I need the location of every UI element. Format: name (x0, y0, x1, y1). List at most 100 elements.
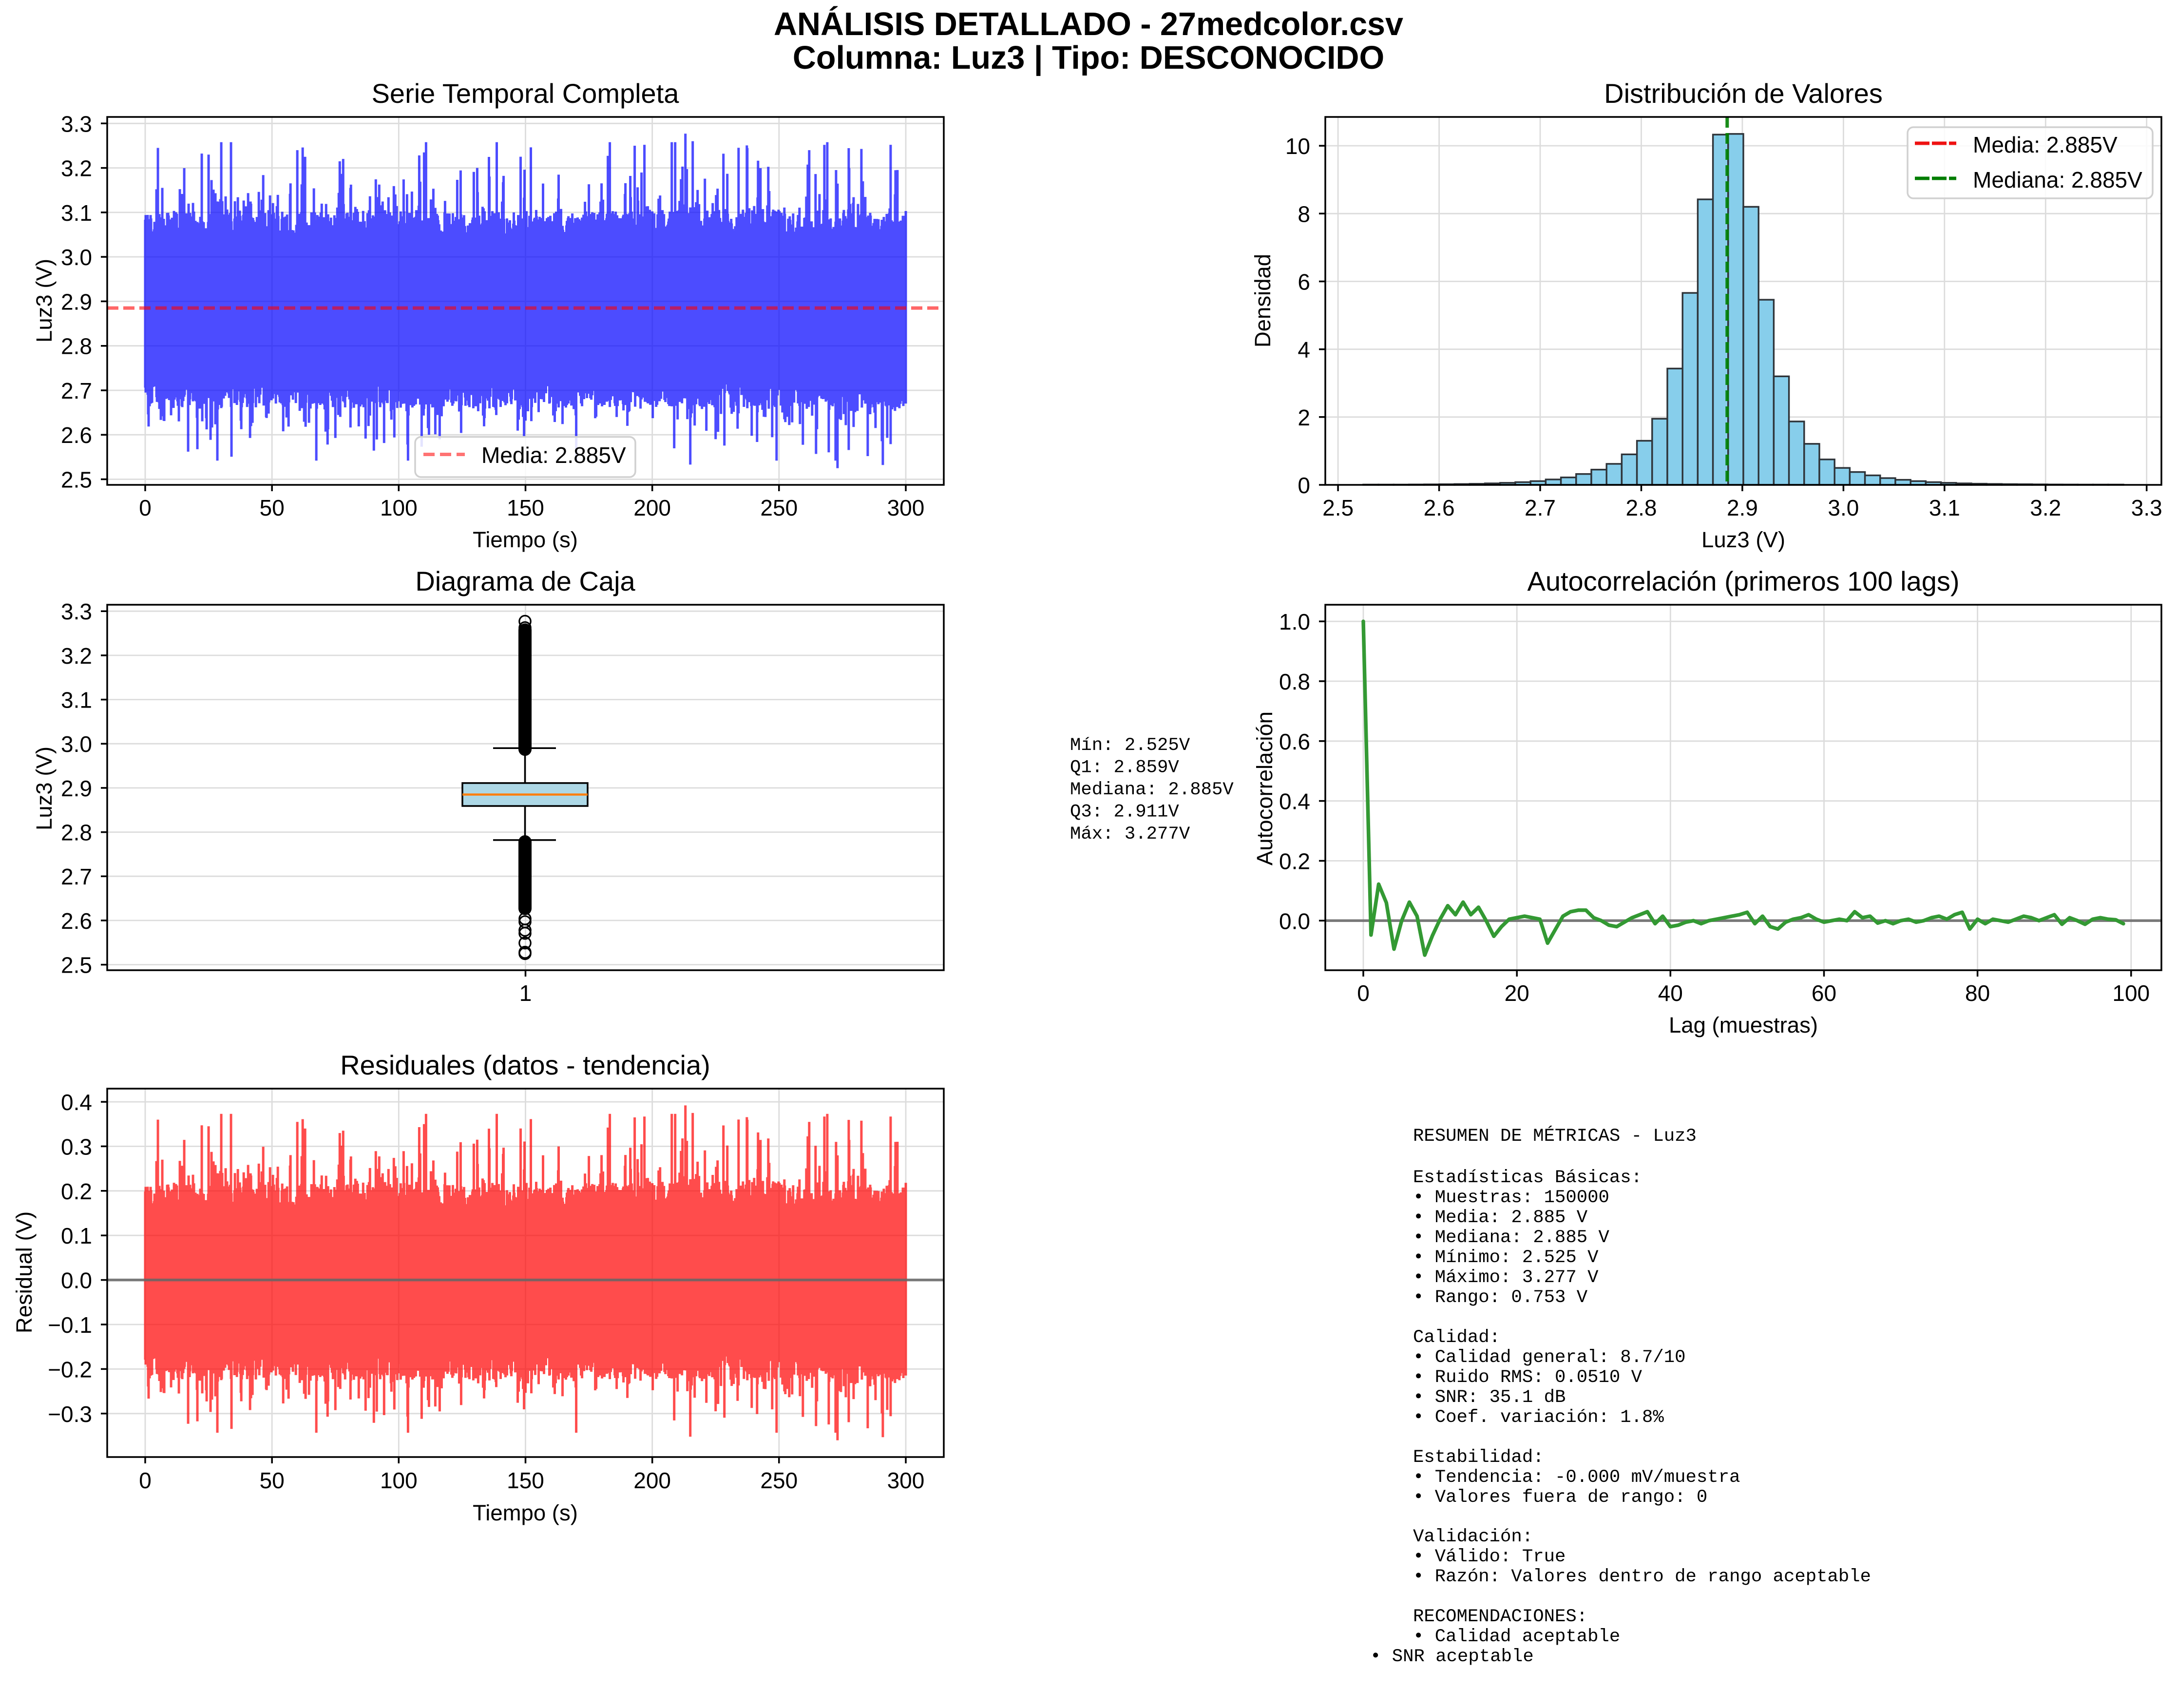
svg-text:2.7: 2.7 (61, 378, 92, 403)
svg-text:Mediana: 2.885V: Mediana: 2.885V (1973, 167, 2142, 192)
svg-text:Tiempo (s): Tiempo (s) (473, 527, 578, 552)
svg-text:Estabilidad:: Estabilidad: (1413, 1447, 1544, 1468)
svg-text:Máx: 3.277V: Máx: 3.277V (1070, 824, 1190, 844)
svg-text:RECOMENDACIONES:: RECOMENDACIONES: (1413, 1607, 1587, 1627)
svg-text:• Mínimo: 2.525 V: • Mínimo: 2.525 V (1413, 1247, 1599, 1268)
svg-text:250: 250 (760, 1468, 798, 1493)
svg-text:0.3: 0.3 (61, 1134, 92, 1159)
svg-text:• Mediana: 2.885 V: • Mediana: 2.885 V (1413, 1228, 1609, 1248)
svg-text:100: 100 (380, 1468, 418, 1493)
svg-text:Calidad:: Calidad: (1413, 1327, 1500, 1348)
svg-text:2.5: 2.5 (61, 467, 92, 492)
svg-text:0: 0 (139, 1468, 152, 1493)
svg-text:Residual (V): Residual (V) (12, 1211, 37, 1333)
svg-text:1.0: 1.0 (1279, 609, 1310, 634)
svg-text:Q3: 2.911V: Q3: 2.911V (1070, 802, 1179, 823)
svg-text:• Media: 2.885 V: • Media: 2.885 V (1413, 1208, 1588, 1228)
svg-text:3.2: 3.2 (2030, 495, 2061, 520)
svg-text:Serie Temporal Completa: Serie Temporal Completa (372, 78, 680, 109)
svg-text:• Ruido RMS: 0.0510 V: • Ruido RMS: 0.0510 V (1413, 1367, 1642, 1388)
svg-text:200: 200 (633, 1468, 671, 1493)
svg-text:150: 150 (507, 1468, 544, 1493)
svg-text:60: 60 (1812, 980, 1836, 1006)
svg-text:0.6: 0.6 (1279, 729, 1310, 754)
svg-text:100: 100 (380, 495, 418, 520)
svg-text:0.0: 0.0 (1279, 908, 1310, 934)
svg-text:2.6: 2.6 (1424, 495, 1455, 520)
svg-text:• SNR aceptable: • SNR aceptable (1370, 1647, 1534, 1667)
svg-text:Validación:: Validación: (1413, 1527, 1533, 1547)
svg-text:• SNR: 35.1 dB: • SNR: 35.1 dB (1413, 1387, 1566, 1408)
svg-text:−0.2: −0.2 (48, 1357, 92, 1382)
svg-text:3.2: 3.2 (61, 156, 92, 181)
svg-text:3.0: 3.0 (61, 731, 92, 757)
svg-text:ANÁLISIS DETALLADO - 27medcolo: ANÁLISIS DETALLADO - 27medcolor.csv (774, 6, 1403, 42)
svg-text:300: 300 (887, 1468, 925, 1493)
svg-text:Autocorrelación (primeros 100: Autocorrelación (primeros 100 lags) (1527, 566, 1959, 596)
svg-text:0: 0 (1298, 473, 1310, 498)
svg-text:Columna: Luz3 | Tipo: DESCONOC: Columna: Luz3 | Tipo: DESCONOCIDO (793, 40, 1384, 77)
svg-text:3.2: 3.2 (61, 643, 92, 669)
svg-text:• Válido: True: • Válido: True (1413, 1547, 1566, 1567)
svg-text:1: 1 (519, 980, 532, 1006)
svg-text:4: 4 (1298, 337, 1310, 363)
svg-text:2.9: 2.9 (61, 289, 92, 314)
svg-text:Distribución de Valores: Distribución de Valores (1604, 78, 1883, 109)
svg-text:0.4: 0.4 (61, 1090, 92, 1115)
svg-text:2.6: 2.6 (61, 422, 92, 448)
svg-text:Densidad: Densidad (1250, 254, 1275, 347)
svg-text:3.0: 3.0 (61, 245, 92, 270)
svg-text:2.6: 2.6 (61, 908, 92, 934)
svg-text:Tiempo (s): Tiempo (s) (473, 1500, 578, 1525)
svg-text:3.3: 3.3 (61, 599, 92, 624)
svg-text:• Tendencia: -0.000 mV/muestra: • Tendencia: -0.000 mV/muestra (1413, 1467, 1740, 1488)
svg-text:Luz3 (V): Luz3 (V) (32, 259, 57, 343)
svg-text:3.0: 3.0 (1828, 495, 1859, 520)
svg-text:• Calidad general: 8.7/10: • Calidad general: 8.7/10 (1413, 1347, 1686, 1368)
svg-text:10: 10 (1285, 134, 1310, 159)
svg-text:0.4: 0.4 (1279, 789, 1310, 814)
svg-text:200: 200 (633, 495, 671, 520)
svg-text:300: 300 (887, 495, 925, 520)
svg-text:80: 80 (1965, 980, 1990, 1006)
svg-text:2.7: 2.7 (61, 864, 92, 889)
svg-text:8: 8 (1298, 201, 1310, 227)
svg-text:0.2: 0.2 (61, 1179, 92, 1204)
svg-text:Luz3 (V): Luz3 (V) (32, 747, 57, 830)
svg-text:3.1: 3.1 (1929, 495, 1960, 520)
svg-text:Luz3 (V): Luz3 (V) (1701, 527, 1785, 552)
svg-text:Estadísticas Básicas:: Estadísticas Básicas: (1413, 1168, 1642, 1188)
svg-text:Lag (muestras): Lag (muestras) (1669, 1013, 1818, 1037)
svg-text:Mín: 2.525V: Mín: 2.525V (1070, 735, 1190, 756)
svg-text:• Calidad aceptable: • Calidad aceptable (1413, 1627, 1620, 1647)
svg-text:100: 100 (2112, 980, 2150, 1006)
svg-text:3.1: 3.1 (61, 200, 92, 226)
svg-text:2.8: 2.8 (61, 334, 92, 359)
svg-text:0: 0 (1357, 980, 1370, 1006)
svg-text:2.5: 2.5 (61, 953, 92, 978)
svg-text:−0.3: −0.3 (48, 1401, 92, 1427)
svg-text:2: 2 (1298, 405, 1310, 430)
svg-text:250: 250 (760, 495, 798, 520)
svg-text:Autocorrelación: Autocorrelación (1252, 711, 1277, 865)
svg-text:0.8: 0.8 (1279, 669, 1310, 694)
svg-text:2.5: 2.5 (1322, 495, 1354, 520)
svg-text:• Muestras: 150000: • Muestras: 150000 (1413, 1188, 1609, 1208)
svg-text:• Máximo: 3.277 V: • Máximo: 3.277 V (1413, 1267, 1599, 1288)
svg-text:2.7: 2.7 (1525, 495, 1556, 520)
svg-text:0: 0 (139, 495, 152, 520)
svg-text:40: 40 (1658, 980, 1683, 1006)
svg-text:3.3: 3.3 (61, 111, 92, 136)
svg-text:2.8: 2.8 (61, 820, 92, 845)
svg-text:• Rango: 0.753 V: • Rango: 0.753 V (1413, 1287, 1588, 1308)
svg-text:Media: 2.885V: Media: 2.885V (481, 442, 626, 468)
svg-text:6: 6 (1298, 269, 1310, 294)
svg-text:RESUMEN DE MÉTRICAS - Luz3: RESUMEN DE MÉTRICAS - Luz3 (1413, 1126, 1697, 1147)
svg-text:20: 20 (1505, 980, 1529, 1006)
svg-text:0.2: 0.2 (1279, 848, 1310, 874)
svg-text:2.9: 2.9 (61, 776, 92, 801)
svg-text:3.3: 3.3 (2131, 495, 2162, 520)
svg-text:• Valores fuera de rango: 0: • Valores fuera de rango: 0 (1413, 1487, 1707, 1508)
svg-text:50: 50 (260, 495, 285, 520)
svg-text:50: 50 (260, 1468, 285, 1493)
